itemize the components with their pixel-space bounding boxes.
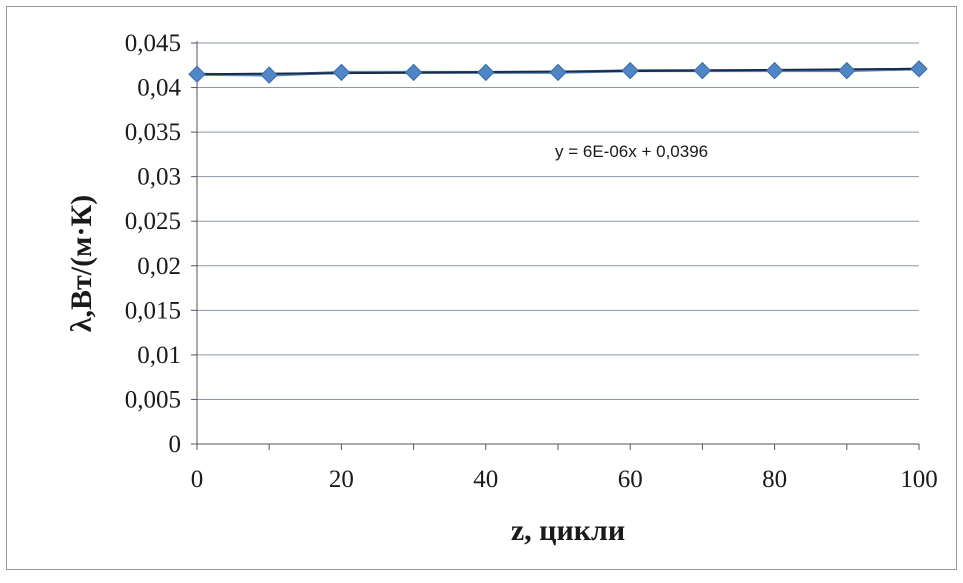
y-tick-label: 0,015 [125,297,181,324]
y-tick-label: 0,025 [125,208,181,235]
axes [191,41,920,450]
y-tick-label: 0,035 [125,119,181,146]
x-axis-title: z, цикли [511,514,625,547]
y-tick-label: 0,04 [137,75,181,102]
x-tick-label: 0 [191,466,204,493]
data-point-marker [621,61,639,80]
x-tick-label: 100 [900,466,938,493]
data-point-marker [693,61,712,80]
y-axis-title: λ,Вт/(м·К) [65,195,98,333]
x-tick-label: 20 [329,466,354,493]
data-point-marker [549,63,567,82]
x-tick-label: 80 [762,466,787,493]
data-point-marker [188,65,206,83]
data-point-marker [332,63,351,82]
trendline-equation: y = 6E-06x + 0,0396 [555,142,708,161]
chart-frame: 0 0,005 0,01 0,015 0,02 0,025 0,03 0,035 0,04 0,0… [6,6,957,570]
x-tick-label: 60 [618,466,643,493]
series [188,60,928,84]
line-chart: 0 0,005 0,01 0,015 0,02 0,025 0,03 0,035 0,04 0,0… [65,30,938,547]
data-point-marker [404,63,423,82]
data-point-marker [910,60,928,78]
y-tick-label: 0 [169,431,182,458]
tick-labels: 0 0,005 0,01 0,015 0,02 0,025 0,03 0,035 0,04 0,0… [125,30,938,493]
data-point-marker [260,66,278,84]
y-tick-label: 0,005 [125,386,181,413]
x-tick-label: 40 [473,466,498,493]
data-point-marker [838,61,856,80]
y-tick-label: 0,01 [137,342,181,369]
data-point-marker [477,63,495,82]
data-point-marker [765,61,784,80]
y-tick-label: 0,045 [125,30,181,57]
y-tick-label: 0,03 [137,164,181,191]
grid [197,42,919,400]
y-tick-label: 0,02 [137,253,181,280]
